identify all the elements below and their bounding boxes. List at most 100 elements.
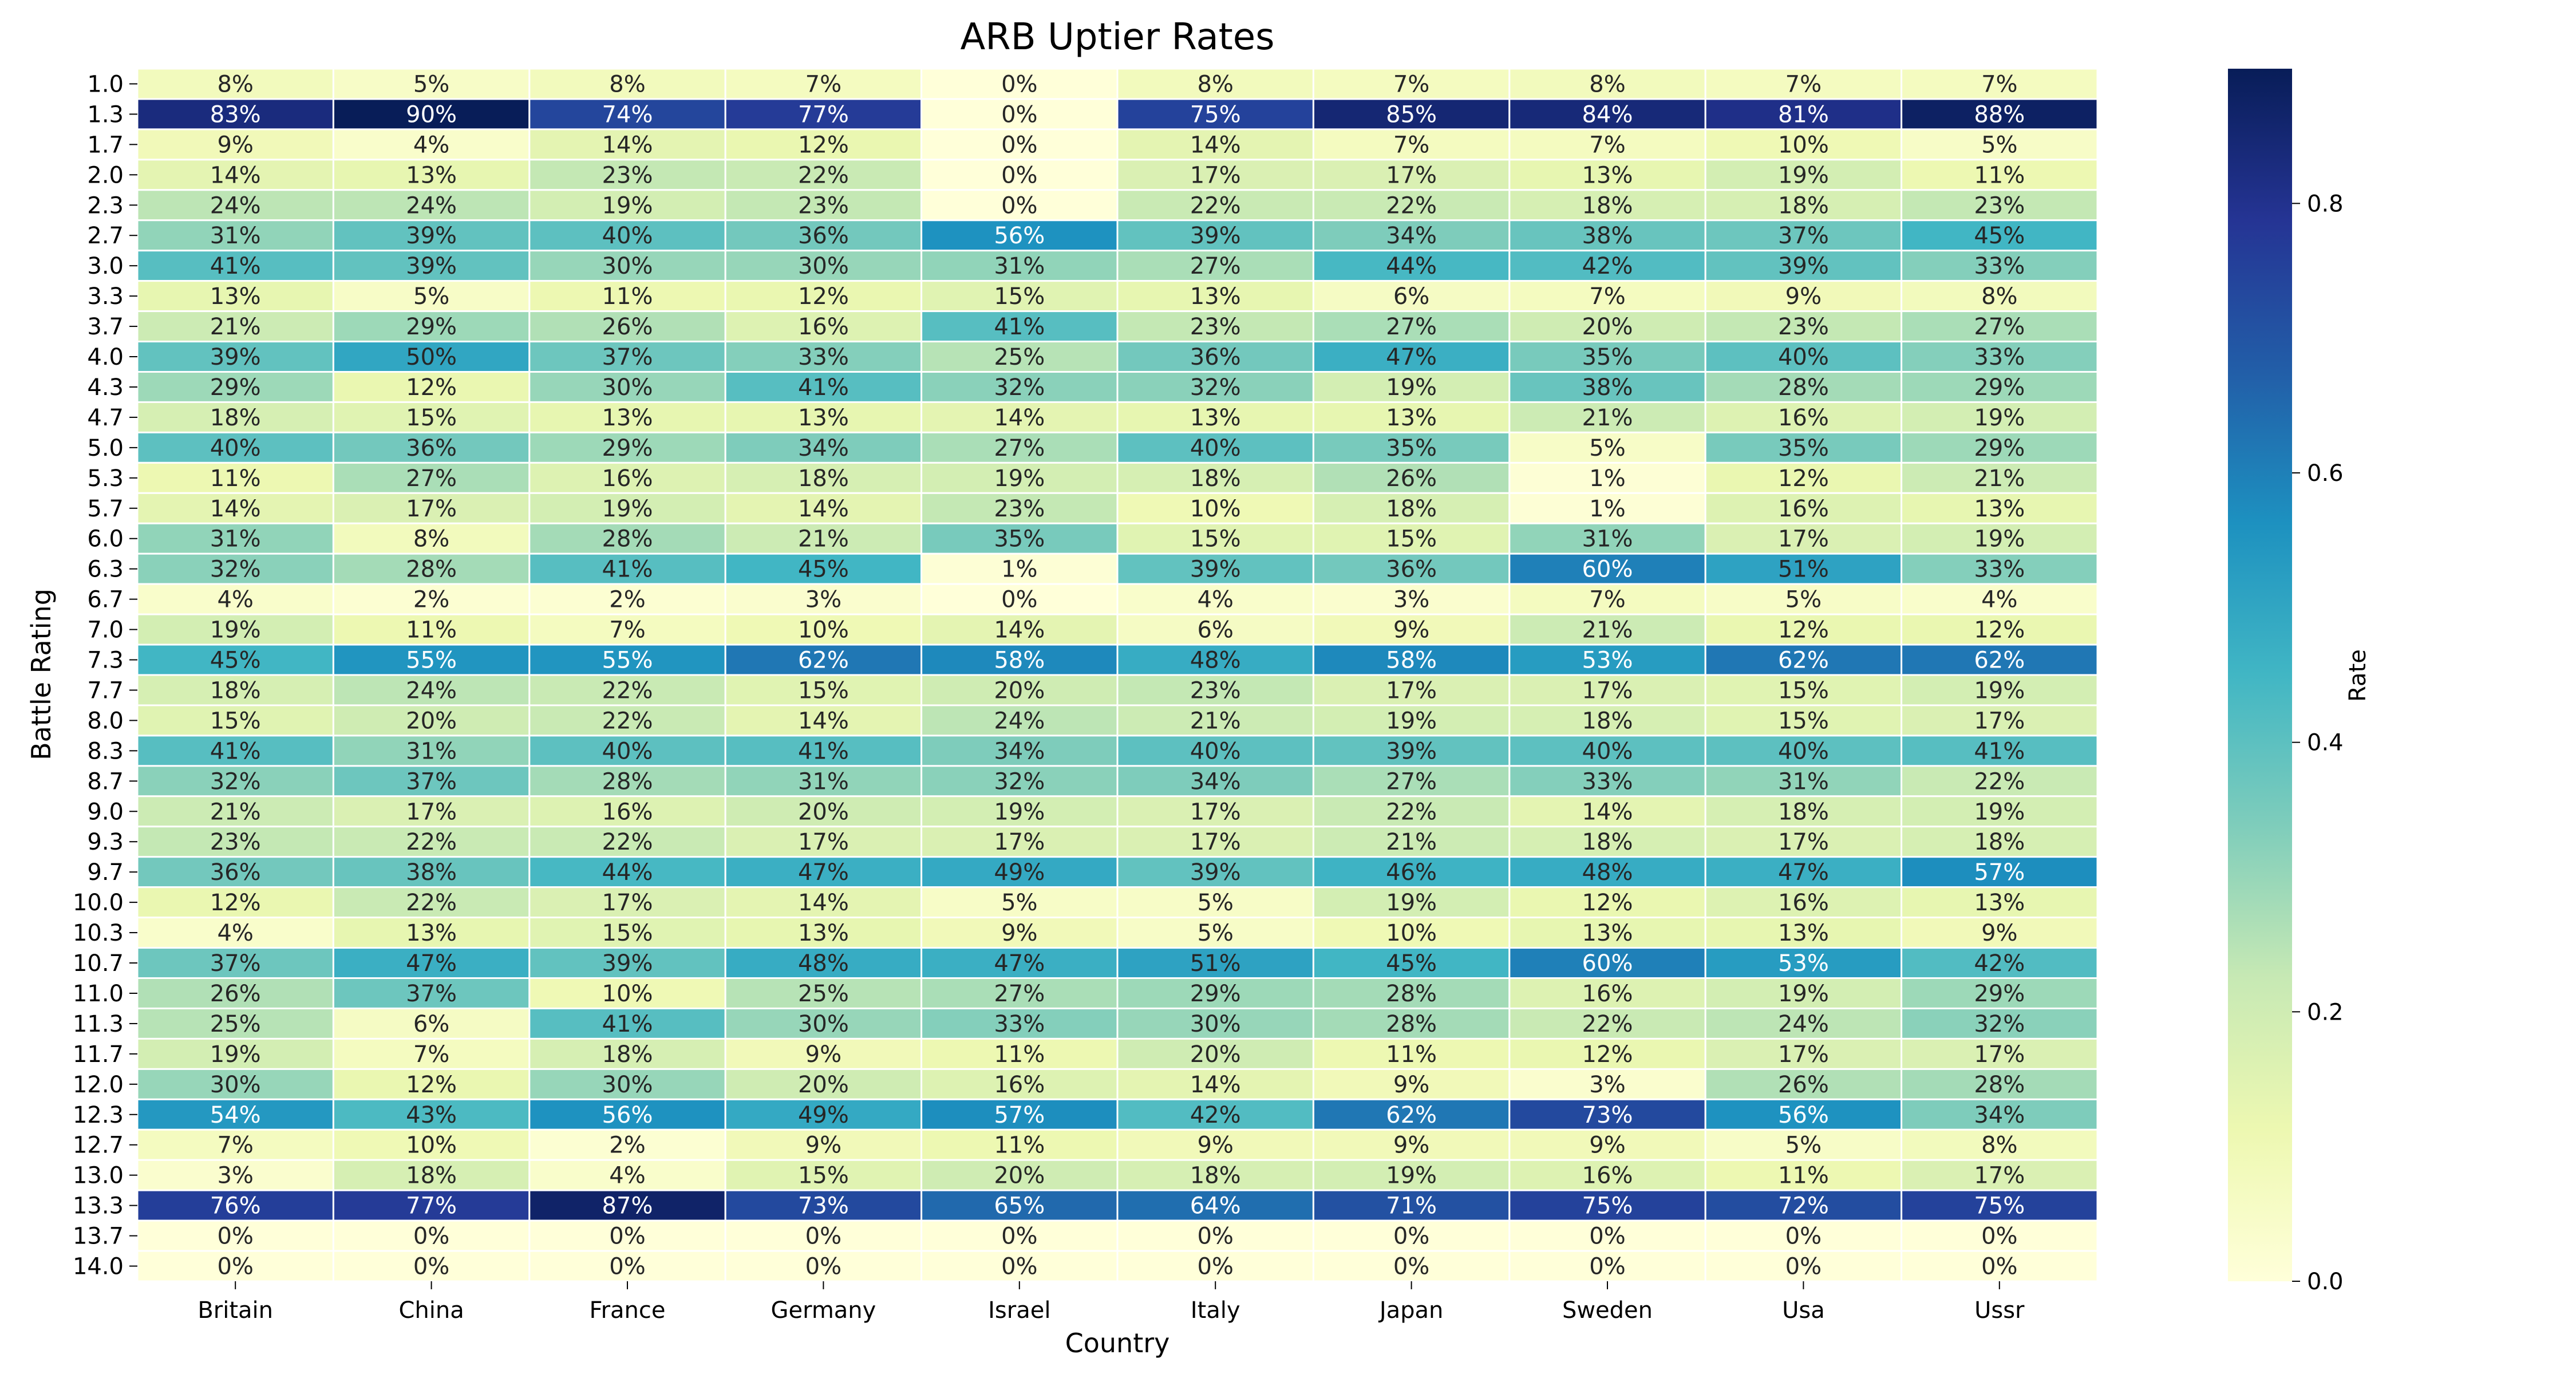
y-tick-label: 12.7 xyxy=(73,1132,124,1159)
heatmap-cell xyxy=(1901,98,2099,131)
cell-value-label: 13% xyxy=(210,283,261,310)
cell-value-label: 18% xyxy=(602,1041,653,1068)
cell-value-label: 45% xyxy=(1386,950,1437,977)
cell-value-label: 28% xyxy=(1778,374,1829,401)
heatmap-cell xyxy=(724,250,923,282)
colorbar xyxy=(2228,69,2292,1281)
y-tick-label: 1.7 xyxy=(87,132,124,158)
cell-value-label: 73% xyxy=(798,1193,849,1219)
x-axis-ticks: Britain China France Germany Israel Italy Japa… xyxy=(197,1281,2025,1324)
heatmap-cell xyxy=(136,431,334,464)
cell-value-label: 1% xyxy=(1589,465,1625,492)
heatmap-cell xyxy=(332,1037,531,1070)
heatmap-cell xyxy=(1508,977,1706,1009)
heatmap-cell xyxy=(1116,431,1314,464)
heatmap-cell xyxy=(332,128,531,161)
cell-value-label: 11% xyxy=(1778,1163,1829,1189)
cell-value-label: 46% xyxy=(1386,859,1437,886)
heatmap-cell xyxy=(1116,674,1314,706)
cell-value-label: 48% xyxy=(798,950,849,977)
cell-value-label: 15% xyxy=(602,920,653,946)
cell-value-label: 40% xyxy=(602,738,653,764)
cell-value-label: 14% xyxy=(798,708,849,734)
cell-value-label: 9% xyxy=(1589,1132,1625,1159)
y-tick-label: 11.0 xyxy=(73,981,124,1007)
heatmap-cell xyxy=(332,431,531,464)
cell-value-label: 18% xyxy=(1190,465,1241,492)
cell-value-label: 3% xyxy=(805,587,841,613)
cell-value-label: 3% xyxy=(1589,1072,1625,1098)
heatmap-cell xyxy=(1312,128,1511,161)
y-tick-label: 4.0 xyxy=(87,344,124,370)
heatmap-cell xyxy=(1508,310,1706,343)
cell-value-label: 19% xyxy=(1386,1163,1437,1189)
cell-value-label: 0% xyxy=(413,1254,449,1280)
cell-value-label: 0% xyxy=(1001,192,1037,219)
cell-value-label: 13% xyxy=(1190,405,1241,431)
cell-value-label: 40% xyxy=(1190,738,1241,764)
heatmap-cell xyxy=(136,250,334,282)
cell-value-label: 41% xyxy=(1974,738,2025,764)
heatmap-cell xyxy=(1312,522,1511,555)
cell-value-label: 8% xyxy=(609,71,645,97)
cell-value-label: 8% xyxy=(217,71,253,97)
heatmap-cell xyxy=(332,886,531,919)
heatmap-cell xyxy=(1116,98,1314,131)
heatmap-cell xyxy=(528,1068,726,1100)
cell-value-label: 36% xyxy=(1386,556,1437,583)
heatmap-cell xyxy=(1704,98,1903,131)
cell-value-label: 19% xyxy=(602,192,653,219)
cell-value-label: 28% xyxy=(1974,1072,2025,1098)
y-tick-label: 8.0 xyxy=(87,708,124,734)
cell-value-label: 44% xyxy=(1386,253,1437,279)
cell-value-label: 14% xyxy=(210,162,261,188)
heatmap-cell xyxy=(136,704,334,737)
y-tick-label: 9.0 xyxy=(87,799,124,825)
cell-value-label: 76% xyxy=(210,1193,261,1219)
heatmap-cell xyxy=(1312,643,1511,676)
cell-value-label: 26% xyxy=(210,981,261,1007)
cell-value-label: 7% xyxy=(1589,283,1625,310)
heatmap-cell xyxy=(1704,1159,1903,1191)
heatmap-cell xyxy=(1901,704,2099,737)
cell-value-label: 21% xyxy=(1386,829,1437,855)
heatmap-cell xyxy=(332,1219,531,1252)
cell-value-label: 5% xyxy=(1589,435,1625,461)
cell-value-label: 20% xyxy=(994,677,1045,704)
heatmap-cell xyxy=(1116,826,1314,858)
cell-value-label: 9% xyxy=(805,1041,841,1068)
cell-value-label: 15% xyxy=(798,1163,849,1189)
cell-value-label: 22% xyxy=(406,829,457,855)
heatmap-cell xyxy=(528,492,726,524)
heatmap-cell xyxy=(1901,674,2099,706)
cell-value-label: 33% xyxy=(798,344,849,370)
heatmap-cell xyxy=(920,735,1119,767)
heatmap-cell xyxy=(1312,98,1511,131)
heatmap-cell xyxy=(724,1098,923,1131)
cell-value-label: 6% xyxy=(1197,617,1233,643)
cell-value-label: 18% xyxy=(1582,192,1633,219)
cell-value-label: 12% xyxy=(798,132,849,158)
heatmap-cell xyxy=(332,68,531,100)
cell-value-label: 13% xyxy=(1974,890,2025,916)
heatmap-cell xyxy=(1704,704,1903,737)
cell-value-label: 18% xyxy=(210,405,261,431)
heatmap-cell xyxy=(1704,219,1903,252)
cell-value-label: 17% xyxy=(1386,677,1437,704)
heatmap-cell xyxy=(1901,250,2099,282)
cell-value-label: 25% xyxy=(210,1011,261,1037)
heatmap-cell xyxy=(920,643,1119,676)
cell-value-label: 9% xyxy=(805,1132,841,1159)
heatmap-cell xyxy=(1508,68,1706,100)
cell-value-label: 23% xyxy=(602,162,653,188)
cell-value-label: 47% xyxy=(1386,344,1437,370)
cell-value-label: 12% xyxy=(1582,1041,1633,1068)
heatmap-cell xyxy=(136,461,334,494)
cell-value-label: 0% xyxy=(1197,1254,1233,1280)
cell-value-label: 0% xyxy=(413,1223,449,1250)
heatmap-cell xyxy=(1704,280,1903,313)
cell-value-label: 27% xyxy=(994,435,1045,461)
cell-value-label: 0% xyxy=(1001,101,1037,128)
cell-value-label: 50% xyxy=(406,344,457,370)
x-tick-label: Germany xyxy=(771,1297,876,1324)
